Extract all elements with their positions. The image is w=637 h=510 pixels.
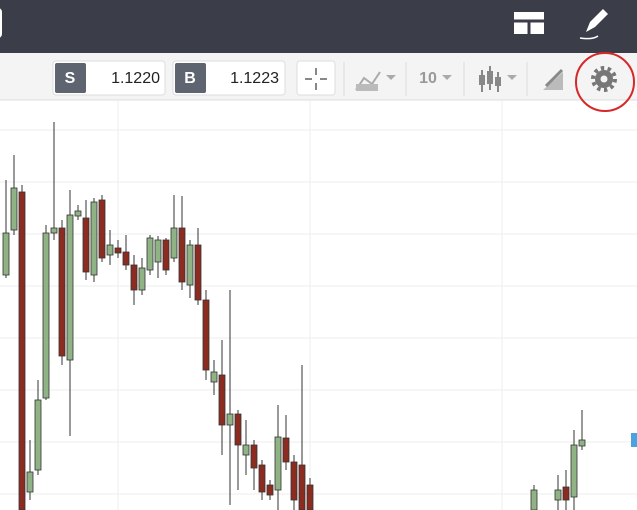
candle-body	[218, 374, 226, 426]
price-marker	[631, 433, 637, 447]
edit-button[interactable]	[579, 9, 608, 40]
candle-body	[250, 444, 258, 469]
candle-body	[554, 489, 562, 501]
candle-body	[298, 464, 306, 510]
candle-body	[258, 464, 266, 493]
candle-body	[50, 227, 58, 234]
candles	[2, 122, 586, 510]
candle-body	[42, 232, 50, 399]
candle-body	[210, 371, 218, 383]
highlight-circle	[575, 52, 635, 112]
drawing-button[interactable]	[543, 68, 564, 90]
candle-body	[226, 413, 234, 426]
candle-body	[562, 486, 570, 501]
indicator-button[interactable]	[355, 71, 396, 91]
chart-grid	[0, 100, 637, 510]
chart-type-button[interactable]	[479, 66, 517, 92]
candle-body	[306, 484, 314, 510]
crosshair-button[interactable]	[296, 60, 336, 96]
candle-body	[90, 201, 98, 276]
candle-body	[266, 484, 274, 496]
candle-body	[194, 244, 202, 301]
candle-body	[578, 439, 586, 447]
candle-body	[274, 436, 282, 491]
candle-body	[66, 214, 74, 361]
candle-body	[106, 244, 114, 256]
sell-label: S	[65, 70, 76, 87]
candle-body	[162, 239, 170, 271]
candle-body	[242, 444, 250, 456]
buy-box[interactable]: B 1.1223	[172, 60, 286, 96]
candle-body	[138, 267, 146, 291]
candle-body	[2, 232, 10, 276]
candle-body	[82, 217, 90, 273]
top-left-tab[interactable]	[0, 8, 2, 38]
buy-price: 1.1223	[230, 70, 279, 87]
candle-body	[170, 227, 178, 259]
candle-body	[202, 299, 210, 371]
candle-body	[570, 444, 578, 498]
candle-body	[10, 187, 18, 231]
candle-body	[58, 227, 66, 357]
candle-body	[114, 247, 122, 254]
candle-body	[98, 199, 106, 259]
candle-body	[130, 264, 138, 291]
candle-body	[234, 413, 242, 446]
candle-body	[530, 489, 538, 510]
candle-body	[178, 227, 186, 283]
candle-body	[34, 399, 42, 471]
settings-button[interactable]	[591, 66, 617, 92]
buy-label: B	[184, 70, 196, 87]
candle-body	[146, 237, 154, 271]
layout-button[interactable]	[514, 12, 544, 34]
candle-body	[290, 461, 298, 501]
candle-body	[186, 244, 194, 286]
sell-price: 1.1220	[111, 70, 160, 87]
sell-box[interactable]: S 1.1220	[52, 60, 166, 96]
candle-body	[154, 239, 162, 263]
candle-body	[18, 191, 26, 510]
timeframe-button[interactable]: 10	[419, 70, 452, 87]
candle-body	[122, 251, 130, 266]
timeframe: 10	[419, 70, 437, 87]
candle-body	[26, 471, 34, 493]
candle-body	[282, 437, 290, 463]
candle-body	[74, 210, 82, 217]
